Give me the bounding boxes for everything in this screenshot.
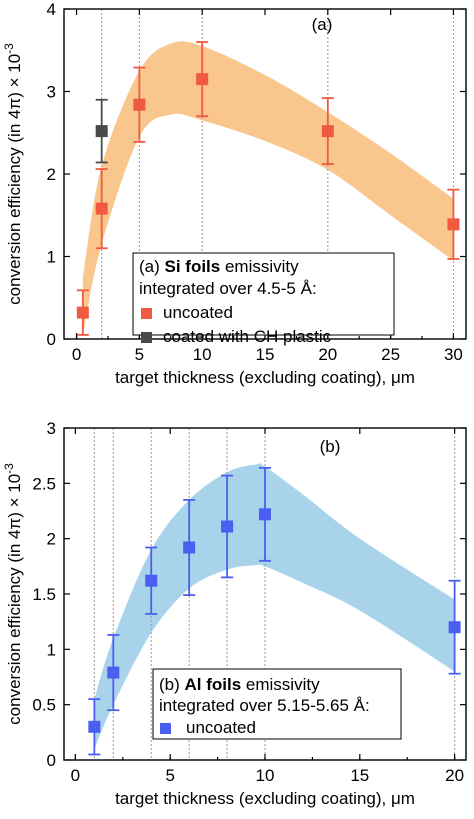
- panel-a-legend-title: (a) Si foils emissivity: [139, 257, 299, 276]
- y-tick-label: 2: [47, 530, 56, 549]
- legend-entry-label: coated with CH plastic: [163, 327, 332, 346]
- legend-entry-label: uncoated: [186, 718, 256, 737]
- panel-b-axes: 0 5 10 15 20 0 0.5 1 1.5 2 2.5 3: [32, 419, 467, 785]
- panel-a-legend-entries: uncoated coated with CH plastic: [141, 303, 332, 346]
- y-tick-label: 3: [47, 419, 56, 438]
- panel-a-legend-box: [132, 252, 395, 336]
- panel-a-axes: 0 5 10 15 20 25 30 0 1 2 3 4: [47, 0, 467, 364]
- x-tick-label: 25: [381, 345, 400, 364]
- y-tick-label: 1.5: [32, 585, 56, 604]
- x-tick-label: 30: [444, 345, 463, 364]
- x-tick-label: 5: [135, 345, 144, 364]
- x-tick-label: 0: [72, 345, 81, 364]
- legend-swatch: [160, 723, 171, 734]
- panel-a-legend: (a) Si foils emissivity integrated over …: [132, 252, 395, 346]
- y-tick-label: 1: [47, 248, 56, 267]
- panel-a-y-axis-title: conversion efficiency (in 4π) × 10-3: [2, 43, 24, 305]
- panel-b-legend-entries: uncoated: [160, 718, 256, 737]
- panel-b-marks-layer: [88, 466, 461, 756]
- data-point-uncoated: [88, 720, 101, 733]
- panel-b-legend-title-bold: Al foils: [185, 675, 242, 694]
- panel-a-legend-subtitle: integrated over 4.5-5 Å:: [139, 279, 317, 298]
- panel-b-label: (b): [320, 437, 341, 456]
- y-tick-label: 1: [47, 640, 56, 659]
- panel-b-x-axis-title: target thickness (excluding coating), μm: [115, 789, 415, 808]
- panel-a-y-axis-title-exponent: -3: [2, 43, 16, 54]
- y-tick-label: 4: [47, 0, 56, 19]
- panel-b-y-axis-title: conversion efficiency (in 4π) × 10-3: [2, 463, 24, 725]
- y-tick-label: 2.5: [32, 474, 56, 493]
- data-point-uncoated: [196, 73, 209, 86]
- legend-swatch: [141, 332, 152, 343]
- data-point-uncoated: [107, 666, 120, 679]
- panel-b-uncertainty-band: [94, 463, 455, 749]
- panel-b-band-layer: [94, 463, 455, 749]
- panel-a-legend-title-bold: Si foils: [165, 257, 221, 276]
- panel-a: 0 5 10 15 20 25 30 0 1 2 3 4 (a) target thickness (…: [2, 0, 467, 387]
- panel-a-legend-title-prefix: (a): [139, 257, 165, 276]
- panel-a-x-axis-title: target thickness (excluding coating), μm: [115, 368, 415, 387]
- data-point-uncoated: [259, 508, 271, 521]
- panel-a-legend-title-suffix: emissivity: [220, 257, 299, 276]
- data-point-uncoated: [448, 621, 461, 634]
- y-tick-label: 0: [47, 751, 56, 770]
- data-point-uncoated: [95, 202, 108, 215]
- data-point-uncoated: [447, 218, 460, 231]
- panel-b-legend-subtitle: integrated over 5.15-5.65 Å:: [159, 696, 370, 715]
- legend-swatch: [141, 308, 152, 319]
- panel-a-y-axis-title-main: conversion efficiency (in 4π) × 10: [5, 54, 24, 305]
- x-tick-label: 20: [445, 766, 464, 785]
- panel-b-y-axis-title-main: conversion efficiency (in 4π) × 10: [5, 474, 24, 725]
- panel-b-legend: (b) Al foils emissivity integrated over …: [152, 668, 402, 740]
- panel-b-legend-title-suffix: emissivity: [241, 675, 320, 694]
- x-tick-label: 5: [165, 766, 174, 785]
- panel-b-legend-box: [152, 668, 402, 740]
- x-tick-label: 20: [318, 345, 337, 364]
- data-point-uncoated: [133, 98, 146, 111]
- y-tick-label: 3: [47, 83, 56, 102]
- x-tick-label: 10: [193, 345, 212, 364]
- panel-a-marks-layer: [76, 41, 460, 336]
- data-point-uncoated: [145, 574, 158, 587]
- data-point-uncoated: [183, 541, 196, 554]
- panel-b-legend-title: (b) Al foils emissivity: [159, 675, 320, 694]
- data-point-coated: [95, 125, 108, 138]
- panel-b-legend-title-prefix: (b): [159, 675, 185, 694]
- x-tick-label: 10: [256, 766, 275, 785]
- y-tick-label: 0: [47, 330, 56, 349]
- x-tick-label: 0: [71, 766, 80, 785]
- legend-entry-label: uncoated: [163, 303, 233, 322]
- x-tick-label: 15: [256, 345, 275, 364]
- panel-a-uncertainty-band: [82, 41, 454, 335]
- data-point-uncoated: [76, 306, 89, 319]
- panel-a-band-layer: [82, 41, 454, 335]
- panel-a-label: (a): [312, 15, 333, 34]
- y-tick-label: 0.5: [32, 696, 56, 715]
- x-tick-label: 15: [350, 766, 369, 785]
- data-point-uncoated: [321, 125, 334, 138]
- data-point-uncoated: [221, 520, 234, 533]
- panel-b: 0 5 10 15 20 0 0.5 1 1.5 2 2.5 3 (b) target thickne…: [2, 419, 467, 808]
- y-tick-label: 2: [47, 165, 56, 184]
- panel-b-y-axis-title-exponent: -3: [2, 463, 16, 474]
